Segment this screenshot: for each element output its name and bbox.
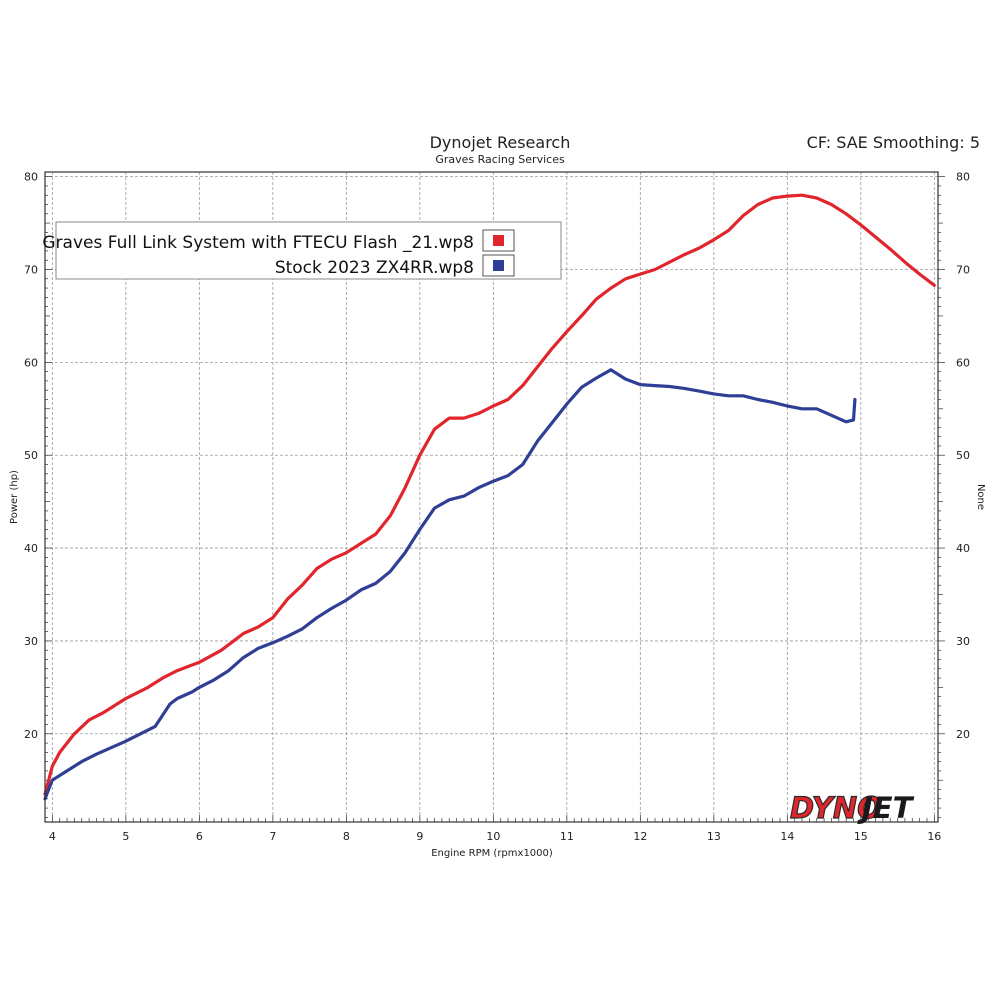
- y-tick-label-left: 80: [24, 171, 38, 184]
- x-axis-ticks: 4 5 6 7 8 9 10 11 12 13 14 15 16: [49, 815, 941, 843]
- series-line-graves: [43, 193, 936, 796]
- x-tick-label: 4: [49, 830, 56, 843]
- x-tick-label: 10: [486, 830, 500, 843]
- series-line-stock: [43, 368, 857, 801]
- x-tick-label: 15: [854, 830, 868, 843]
- legend-swatch-red: [493, 235, 504, 246]
- y-tick-label-left: 50: [24, 449, 38, 462]
- x-axis-label: Engine RPM (rpmx1000): [431, 848, 553, 859]
- y-tick-label-right: 60: [956, 356, 970, 369]
- y-tick-label-left: 30: [24, 635, 38, 648]
- x-tick-label: 5: [122, 830, 129, 843]
- svg-text:JET: JET: [857, 791, 915, 825]
- y-tick-label-right: 20: [956, 728, 970, 741]
- svg-text:DYNO: DYNO: [790, 791, 882, 825]
- y-tick-label-right: 70: [956, 264, 970, 277]
- y-tick-label-right: 80: [956, 171, 970, 184]
- y-tick-label-left: 60: [24, 356, 38, 369]
- legend-swatch-blue: [493, 260, 504, 271]
- dynojet-logo: DYNO JET: [789, 790, 915, 825]
- x-tick-label: 6: [196, 830, 203, 843]
- grid-lines: [45, 172, 938, 822]
- y-tick-label-right: 40: [956, 542, 970, 555]
- y2-axis-label: None: [975, 484, 986, 510]
- x-tick-label: 8: [343, 830, 350, 843]
- y-tick-label-right: 50: [956, 449, 970, 462]
- x-tick-label: 12: [633, 830, 647, 843]
- chart-subtitle: Graves Racing Services: [435, 153, 565, 166]
- x-tick-label: 16: [927, 830, 941, 843]
- x-tick-label: 13: [707, 830, 721, 843]
- legend: Graves Full Link System with FTECU Flash…: [42, 221, 562, 280]
- x-tick-label: 14: [780, 830, 794, 843]
- legend-entry-stock: Stock 2023 ZX4RR.wp8: [275, 258, 474, 278]
- y-axis-label: Power (hp): [9, 470, 20, 524]
- series-lines: [43, 193, 936, 801]
- cf-info: CF: SAE Smoothing: 5: [807, 133, 980, 152]
- legend-box: [55, 221, 562, 280]
- x-tick-label: 11: [560, 830, 574, 843]
- x-tick-label: 7: [269, 830, 276, 843]
- plot-frame: [44, 171, 939, 823]
- y-tick-label-left: 70: [24, 264, 38, 277]
- y-tick-label-right: 30: [956, 635, 970, 648]
- x-tick-label: 9: [416, 830, 423, 843]
- y-tick-label-left: 40: [24, 542, 38, 555]
- chart-title: Dynojet Research: [430, 133, 571, 152]
- legend-entry-graves: Graves Full Link System with FTECU Flash…: [42, 233, 474, 253]
- y-tick-label-left: 20: [24, 728, 38, 741]
